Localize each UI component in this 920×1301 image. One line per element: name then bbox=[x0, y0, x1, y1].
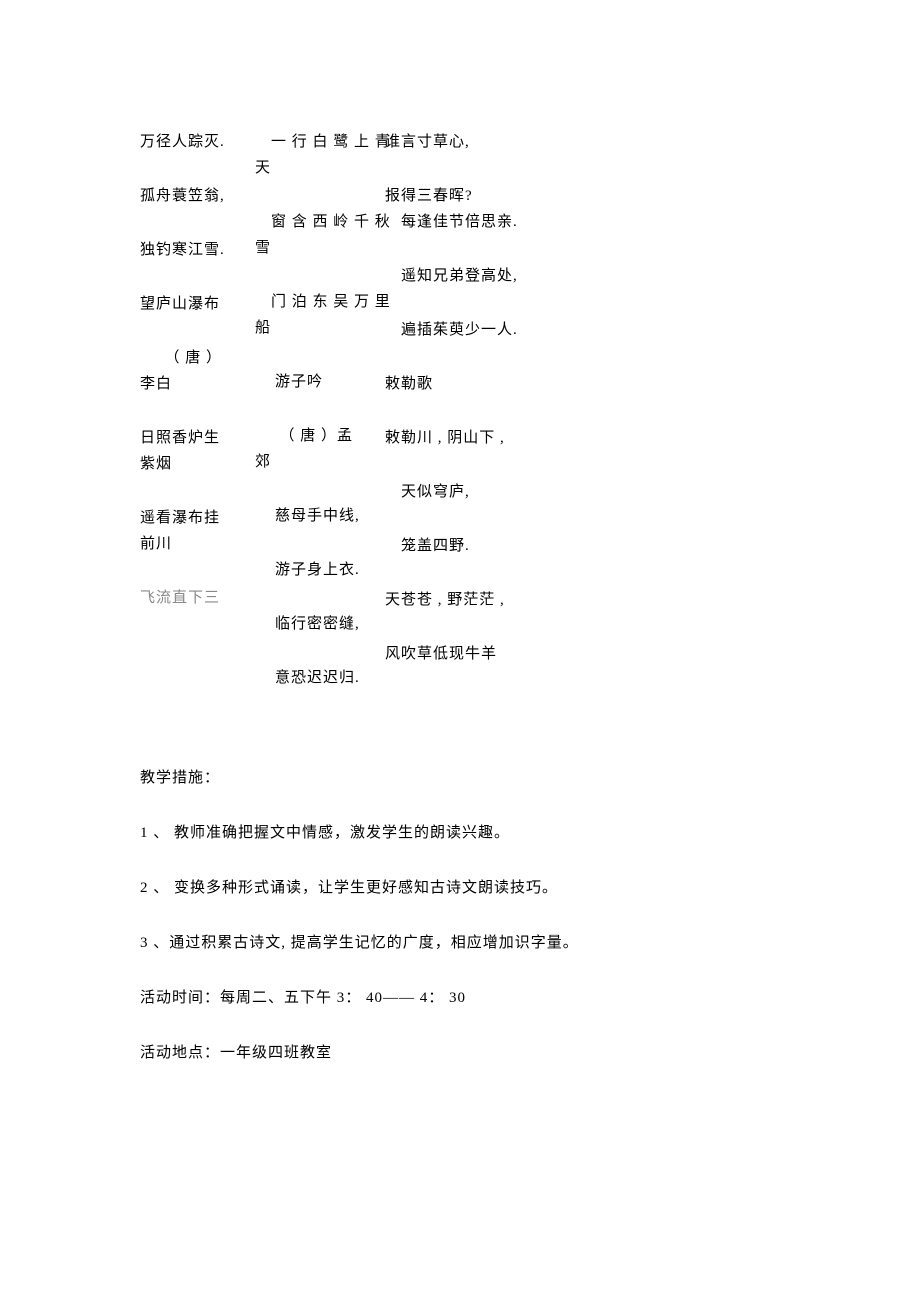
poem-line: 天似穹庐, bbox=[385, 480, 555, 504]
poem-title: 游子吟 bbox=[255, 370, 405, 394]
section-heading: 教学措施： bbox=[140, 765, 700, 792]
poem-author: 郊 bbox=[255, 450, 405, 474]
poems-region: 万径人踪灭. 孤舟蓑笠翁, 独钓寒江雪. 望庐山瀑布 （ 唐 ） 李白 日照香炉… bbox=[140, 130, 630, 690]
poem-line: 门 泊 东 吴 万 里 bbox=[255, 290, 405, 314]
poem-column-3: 谁言寸草心, 报得三春晖? 每逢佳节倍思亲. 遥知兄弟登高处, 遍插茱萸少一人.… bbox=[385, 130, 555, 684]
list-item: 3 、通过积累古诗文, 提高学生记忆的广度，相应增加识字量。 bbox=[140, 930, 700, 957]
poem-line: 报得三春晖? bbox=[385, 184, 555, 208]
list-item: 1 、 教师准确把握文中情感，激发学生的朗读兴趣。 bbox=[140, 820, 700, 847]
poem-line: 天苍苍 , 野茫茫 , bbox=[385, 588, 555, 612]
poem-line: 意恐迟迟归. bbox=[255, 666, 405, 690]
list-item: 2 、 变换多种形式诵读，让学生更好感知古诗文朗读技巧。 bbox=[140, 875, 700, 902]
teaching-section: 教学措施： 1 、 教师准确把握文中情感，激发学生的朗读兴趣。 2 、 变换多种… bbox=[140, 765, 700, 1095]
poem-line: 谁言寸草心, bbox=[385, 130, 555, 154]
poem-line: 船 bbox=[255, 316, 405, 340]
poem-line: 游子身上衣. bbox=[255, 558, 405, 582]
poem-line: 风吹草低现牛羊 bbox=[385, 642, 555, 666]
poem-line: 临行密密缝, bbox=[255, 612, 405, 636]
poem-line: 笼盖四野. bbox=[385, 534, 555, 558]
poem-line: 遍插茱萸少一人. bbox=[385, 318, 555, 342]
poem-author: （ 唐 ）孟 bbox=[255, 424, 405, 448]
poem-line: 雪 bbox=[255, 236, 405, 260]
poem-line: 窗 含 西 岭 千 秋 bbox=[255, 210, 405, 234]
poem-title: 敕勒歌 bbox=[385, 372, 555, 396]
poem-line: 遥知兄弟登高处, bbox=[385, 264, 555, 288]
poem-line: 一 行 白 鹭 上 青 bbox=[255, 130, 405, 154]
activity-time: 活动时间：每周二、五下午 3： 40—— 4： 30 bbox=[140, 985, 700, 1012]
poem-line: 敕勒川 , 阴山下 , bbox=[385, 426, 555, 450]
poem-column-2: 一 行 白 鹭 上 青 天 窗 含 西 岭 千 秋 雪 门 泊 东 吴 万 里 … bbox=[255, 130, 405, 708]
poem-line: 慈母手中线, bbox=[255, 504, 405, 528]
activity-location: 活动地点：一年级四班教室 bbox=[140, 1040, 700, 1067]
poem-line: 每逢佳节倍思亲. bbox=[385, 210, 555, 234]
poem-line: 天 bbox=[255, 156, 405, 180]
